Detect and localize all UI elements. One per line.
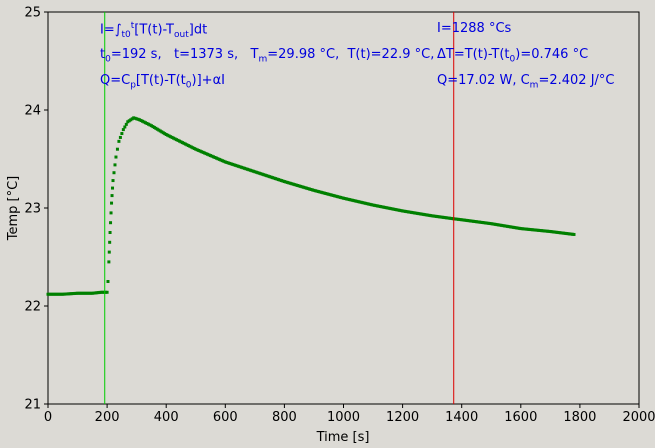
marker-lines — [104, 12, 455, 404]
y-tick-label: 24 — [24, 104, 41, 119]
heat-value: Q=17.02 W, Cm=2.402 J/°C — [437, 73, 615, 91]
data-point — [105, 290, 109, 294]
y-tick-label: 21 — [24, 398, 41, 413]
data-point — [114, 155, 118, 159]
data-point — [110, 194, 114, 198]
data-point — [109, 211, 113, 215]
data-point — [110, 201, 114, 205]
data-point — [115, 147, 119, 151]
delta-temperature: ΔT=T(t)-T(t0)=0.746 °C — [437, 47, 589, 65]
data-point — [117, 139, 121, 143]
y-tick-label: 25 — [24, 6, 41, 21]
integral-value: I=1288 °Cs — [437, 21, 512, 36]
y-tick-label: 23 — [24, 202, 41, 217]
x-tick-label: 800 — [272, 410, 297, 425]
data-point — [453, 217, 457, 221]
data-point — [458, 218, 462, 222]
data-point — [121, 128, 125, 132]
x-tick-label: 200 — [95, 410, 120, 425]
data-point — [108, 231, 112, 234]
x-tick-label: 1000 — [327, 410, 360, 425]
data-point — [107, 260, 111, 264]
data-point — [457, 217, 461, 221]
x-tick-label: 1400 — [445, 410, 478, 425]
data-point — [112, 171, 116, 175]
x-tick-label: 1200 — [386, 410, 419, 425]
data-point — [111, 179, 115, 183]
y-tick-label: 22 — [24, 300, 41, 315]
data-point — [118, 135, 122, 139]
integral-formula: I=∫t0t[T(t)-Tout]dt — [100, 21, 208, 40]
x-tick-label: 2000 — [622, 410, 655, 425]
x-tick-label: 1600 — [504, 410, 537, 425]
x-tick-label: 1800 — [563, 410, 596, 425]
x-axis-ticks: 0 200 400 600 800 1000 1200 1400 1600 1800 2000 — [44, 404, 655, 425]
data-point — [455, 217, 459, 221]
data-point — [108, 240, 112, 244]
x-tick-label: 0 — [44, 410, 52, 425]
x-tick-label: 600 — [213, 410, 238, 425]
data-point — [120, 132, 124, 136]
heat-formula: Q=Cp[T(t)-T(t0)]+αI — [100, 73, 225, 91]
data-point — [111, 186, 115, 190]
data-point — [109, 221, 113, 225]
x-axis-label: Time [s] — [316, 430, 370, 445]
data-point — [123, 125, 127, 129]
y-axis-ticks: 21 22 23 24 25 — [24, 6, 48, 413]
parameter-line: t0=192 s, t=1373 s, Tm=29.98 °C, T(t)=22… — [100, 47, 435, 65]
data-point — [107, 250, 111, 254]
data-point — [106, 280, 110, 283]
plot-area — [47, 11, 640, 405]
x-tick-label: 400 — [154, 410, 179, 425]
data-point — [124, 122, 128, 126]
data-marks — [46, 116, 576, 296]
data-point — [113, 163, 117, 167]
y-axis-label: Temp [°C] — [6, 176, 21, 242]
data-point — [572, 232, 576, 236]
